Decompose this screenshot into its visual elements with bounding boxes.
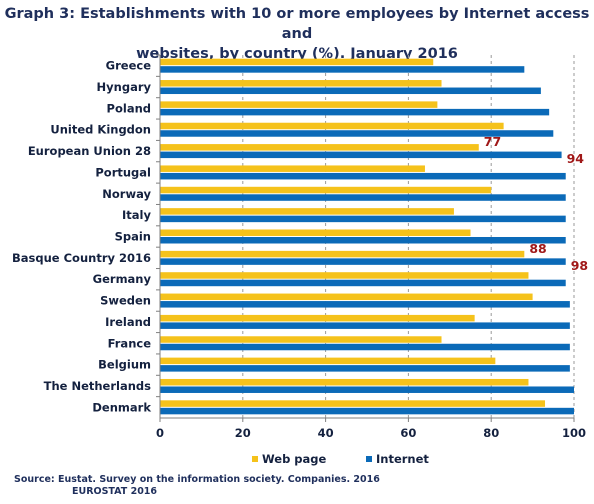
internet-bar — [160, 151, 562, 159]
internet-bar — [160, 66, 525, 73]
web-page-bar — [160, 101, 438, 108]
internet-bar — [160, 301, 570, 308]
internet-bar — [160, 172, 566, 180]
web-page-bar — [160, 400, 546, 407]
internet-bar — [160, 194, 566, 201]
category-label: European Union 28 — [28, 144, 151, 158]
internet-bar — [160, 87, 541, 95]
category-label: France — [108, 336, 152, 350]
category-label: The Netherlands — [44, 379, 152, 393]
category-label: Sweden — [100, 294, 151, 308]
category-label: Germany — [93, 272, 152, 286]
category-label: Poland — [107, 101, 151, 115]
web-page-bar — [160, 80, 442, 87]
internet-bar — [160, 386, 574, 393]
category-label: Belgium — [98, 358, 151, 372]
web-page-bar — [160, 336, 442, 343]
internet-bar — [160, 130, 554, 137]
grid-lines — [242, 55, 575, 418]
web-page-bar — [160, 272, 529, 279]
internet-bar — [160, 407, 574, 415]
internet-bar — [160, 322, 570, 329]
x-tick-label: 40 — [318, 426, 334, 440]
internet-bar — [160, 237, 566, 244]
data-label: 88 — [529, 241, 546, 256]
source-line-1: Source: Eustat. Survey on the informatio… — [14, 474, 380, 485]
web-page-bar — [160, 122, 504, 130]
axes — [156, 54, 575, 422]
x-tick-label: 60 — [400, 426, 416, 440]
internet-bar — [160, 343, 570, 351]
labels: 0 20 40 60 80 100 Greece Hyngary Poland United Ki… — [12, 59, 588, 440]
data-label: 77 — [484, 134, 501, 149]
x-tick-label: 20 — [235, 426, 251, 440]
data-label: 94 — [567, 151, 585, 166]
category-label: Norway — [102, 187, 151, 201]
category-label: Portugal — [95, 165, 151, 179]
chart-title: Graph 3: Establishments with 10 or more … — [0, 4, 594, 64]
category-label: Greece — [106, 59, 152, 73]
category-label: United Kingdon — [50, 123, 151, 137]
web-page-bar — [160, 144, 479, 151]
category-label: Ireland — [105, 315, 151, 329]
legend: Web page Internet — [252, 452, 429, 466]
internet-bar — [160, 365, 570, 372]
web-page-bar — [160, 186, 492, 194]
web-page-legend-swatch — [252, 456, 258, 462]
chart-title-line-2: websites, by country (%). January 2016 — [136, 46, 458, 62]
data-label: 98 — [571, 258, 588, 273]
web-page-bar — [160, 229, 471, 236]
web-page-bar — [160, 314, 475, 322]
web-page-bar — [160, 58, 434, 66]
internet-legend-swatch — [366, 456, 372, 462]
x-tick-label: 80 — [483, 426, 499, 440]
x-tick-label: 100 — [562, 426, 586, 440]
internet-bar — [160, 258, 566, 265]
source-line-2: EUROSTAT 2016 — [72, 486, 158, 497]
web-page-bar — [160, 208, 454, 215]
category-label: Denmark — [92, 400, 151, 414]
internet-bar — [160, 215, 566, 223]
web-page-bar — [160, 165, 425, 172]
bars — [160, 58, 574, 415]
web-page-bar — [160, 357, 496, 365]
web-page-bar — [160, 250, 525, 258]
web-page-bar — [160, 378, 529, 386]
internet-bar — [160, 108, 550, 116]
chart-title-line-1: Graph 3: Establishments with 10 or more … — [4, 6, 590, 42]
internet-bar — [160, 279, 566, 287]
category-label: Italy — [122, 208, 151, 222]
category-label: Hyngary — [97, 80, 152, 94]
x-tick-label: 0 — [156, 426, 164, 440]
category-label: Spain — [115, 230, 151, 244]
category-label: Basque Country 2016 — [12, 251, 151, 265]
web-page-bar — [160, 293, 533, 301]
web-page-legend-label: Web page — [262, 452, 327, 466]
source-note: Source: Eustat. Survey on the informatio… — [14, 474, 380, 498]
internet-legend-label: Internet — [376, 452, 429, 466]
